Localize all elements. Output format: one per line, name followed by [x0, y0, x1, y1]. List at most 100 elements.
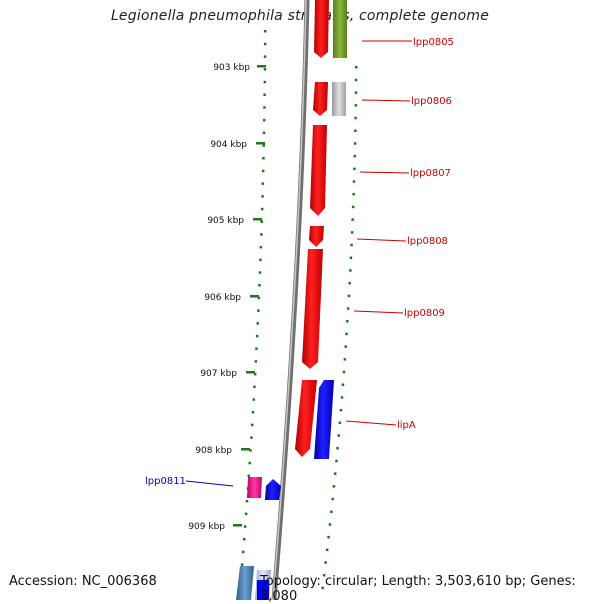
scale-dot [242, 550, 245, 554]
scale-dot [349, 256, 353, 259]
scale-dot [257, 309, 260, 312]
scale-dot [346, 307, 350, 310]
scale-dot [339, 408, 343, 412]
gene-label: lpp0805 [413, 37, 454, 48]
gene-labels: lpp0805 lpp0806 lpp0807 lpp0808 lpp0809 … [145, 37, 454, 487]
gene-lpp0811-forward [247, 477, 262, 498]
scale-dot [253, 372, 257, 376]
scale-dot [262, 144, 265, 147]
scale-dot [261, 182, 265, 185]
scale-dot [341, 383, 345, 386]
scale-dot [337, 434, 340, 437]
scale-tick [233, 524, 242, 527]
scale-dot [350, 243, 353, 247]
scale-dot [263, 118, 266, 122]
scale-dotted-line-outer [321, 66, 358, 590]
scale-dot [353, 142, 357, 145]
gene-lpp0807 [310, 125, 327, 216]
scale-dot [263, 106, 266, 109]
scale-dot [345, 332, 348, 336]
scale-tick [246, 371, 255, 374]
scale-dot [261, 169, 265, 173]
scale-dot [354, 104, 358, 107]
scale: 903 kbp 904 kbp 905 kbp 906 kbp 907 kbp … [188, 63, 266, 532]
scale-dot [351, 218, 354, 221]
scale-dot [259, 258, 262, 262]
scale-dot [263, 80, 267, 84]
scale-dot [338, 421, 342, 425]
scale-dot [259, 245, 263, 249]
scale-dot [240, 563, 244, 566]
scale-dot [244, 512, 248, 516]
scale-dot [327, 535, 330, 539]
scale-dot [340, 396, 344, 399]
gene-green [333, 0, 347, 58]
scale-dot [251, 423, 254, 427]
scale-dot [260, 233, 263, 236]
gene-label: lpp0808 [407, 236, 448, 247]
scale-dot [354, 78, 358, 82]
scale-dot [331, 497, 334, 501]
scale-tick [253, 218, 262, 221]
scale-dot [342, 370, 346, 374]
scale-dot [354, 91, 358, 94]
scale-label: 905 kbp [207, 216, 244, 226]
gene-label: lpp0809 [404, 308, 445, 319]
gene-steel [236, 566, 254, 600]
gene-label: lipA [397, 420, 416, 431]
scale-dot [253, 385, 256, 389]
scale-dot [250, 436, 253, 439]
scale-dot [353, 167, 356, 171]
scale-dot [243, 525, 247, 528]
scale-dot [264, 30, 267, 33]
scale-label: 909 kbp [188, 522, 225, 532]
gene-label: lpp0806 [411, 96, 452, 107]
scale-dot [260, 207, 264, 211]
scale-dot [332, 485, 336, 488]
scale-dot [354, 129, 357, 132]
map-title: Legionella pneumophila str. Paris, compl… [110, 8, 490, 24]
gene-label: lpp0811 [145, 476, 186, 487]
accession-text: Accession: NC_006368 [9, 574, 157, 589]
forward-strand-genes [236, 0, 329, 600]
scale-tick [241, 448, 250, 451]
scale-dot [261, 195, 264, 198]
gene-label: lpp0807 [410, 168, 451, 179]
scale-dot [248, 461, 251, 465]
scale-label: 906 kbp [204, 293, 241, 303]
gene-grey [332, 82, 346, 116]
scale-dot [255, 347, 258, 350]
scale-dot [325, 548, 329, 552]
scale-dot [352, 180, 356, 183]
scale-dot [354, 116, 357, 120]
label-leaders [185, 40, 412, 487]
scale-dot [335, 459, 338, 463]
scale-dot [247, 474, 251, 477]
scale-dot [355, 66, 358, 69]
scale-tick [257, 65, 266, 68]
scale-dot [258, 271, 262, 274]
gene-reverse-bottom [257, 580, 269, 600]
scale-dot [263, 42, 267, 46]
scale-dot [321, 586, 324, 590]
scale-dot [254, 360, 258, 363]
scale-dot [249, 449, 252, 452]
gene-lpp0805 [314, 0, 329, 58]
scale-dot [258, 284, 261, 287]
scale-dot [346, 320, 349, 323]
scale-dot [352, 193, 355, 196]
scale-dot [353, 154, 356, 158]
scale-dot [330, 510, 333, 513]
scale-dot [322, 574, 326, 577]
gene-lpp0806 [313, 82, 328, 116]
scale-dot [347, 294, 351, 298]
scale-dot [349, 269, 352, 272]
scale-dot [343, 358, 347, 361]
scale-dot [252, 398, 255, 401]
genome-backbone-highlight [272, 0, 307, 600]
scale-dot [245, 499, 249, 503]
scale-dot [350, 231, 354, 234]
scale-dot [263, 68, 267, 71]
gene-reverse-large [314, 380, 334, 459]
